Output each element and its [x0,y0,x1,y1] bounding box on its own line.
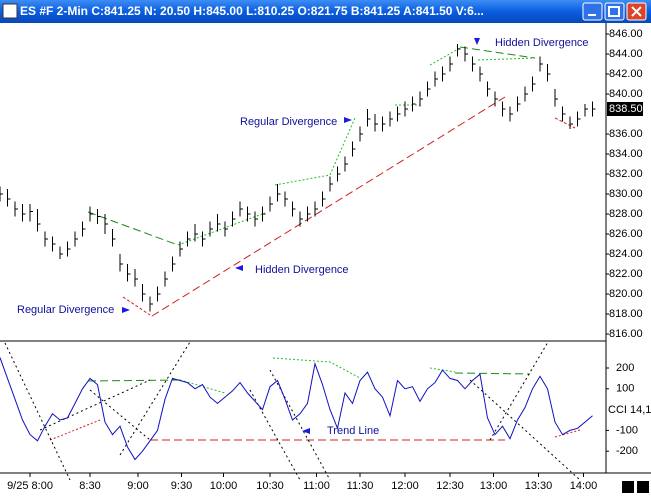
y-tick-label: -200 [616,445,638,457]
divergence-line [87,211,179,246]
last-price-box [607,102,643,116]
maximize-icon [608,6,620,17]
arrow [344,117,352,123]
divergence-line [49,419,581,441]
y-tick-label: 200 [616,362,634,374]
x-tick-label: 10:30 [256,480,284,492]
divergence-line [177,47,536,246]
scroll-box[interactable] [622,481,634,493]
x-tick-label: 11:30 [347,480,374,492]
y-tick-label: -100 [616,424,638,436]
y-tick-label: 824.00 [609,248,643,260]
maximize-button[interactable] [604,2,625,21]
y-tick-label: 830.00 [609,188,643,200]
annotation: Hidden Divergence [495,37,589,49]
annotation: Regular Divergence [240,116,337,128]
cci-trend-line [4,341,581,481]
drawings [4,46,581,481]
y-tick-label: 836.00 [609,128,643,140]
title-bar [0,0,651,23]
app-icon [2,3,18,19]
x-tick-label: 11:00 [303,480,330,492]
y-tick-label: 818.00 [609,308,643,320]
minimize-button[interactable] [582,2,603,21]
annotation: Regular Divergence [17,304,114,316]
arrow [235,265,243,271]
trend-line [151,96,506,317]
x-tick-label: 12:00 [391,480,419,492]
divergence-line [87,372,531,382]
x-tick-label: 10:00 [210,480,238,492]
x-tick-label: 8:30 [79,480,100,492]
y-tick-label: 834.00 [609,148,643,160]
y-tick-label: 822.00 [609,268,643,280]
arrows [122,38,480,434]
x-tick-label: 14:00 [570,480,598,492]
y-tick-label: 832.00 [609,168,643,180]
arrow [122,307,130,313]
divergence-line [459,46,536,59]
divergence-line [554,117,576,129]
y-tick-label: 846.00 [609,28,643,40]
y-tick-label: 842.00 [609,68,643,80]
arrow [302,428,310,434]
y-tick-label: 816.00 [609,328,643,340]
y-tick-label: 840.00 [609,88,643,100]
y-tick-label: 820.00 [609,288,643,300]
x-tick-label: 12:30 [436,480,464,492]
minimize-icon [588,14,596,16]
window-title: ES #F 2-Min C:841.25 N: 20.50 H:845.00 L… [20,4,484,18]
divergence-line [122,296,151,316]
last-price-label: 838.50 [609,103,643,115]
y-tick-label: 844.00 [609,48,643,60]
annotation: Hidden Divergence [255,264,349,276]
x-tick-label: 9:30 [171,480,192,492]
x-tick-label: 9/25 8:00 [7,480,53,492]
scroll-box[interactable] [637,481,649,493]
close-icon [631,6,642,17]
y-tick-label: 826.00 [609,228,643,240]
indicator-label: CCI 14,1 [608,404,651,416]
x-tick-label: 13:00 [480,480,508,492]
x-tick-label: 13:30 [525,480,553,492]
arrow [474,38,480,45]
x-tick-label: 9:00 [127,480,148,492]
indicator-line [0,357,593,461]
y-tick-label: 828.00 [609,208,643,220]
y-tick-label: 100 [616,383,634,395]
annotation: Trend Line [327,425,379,437]
